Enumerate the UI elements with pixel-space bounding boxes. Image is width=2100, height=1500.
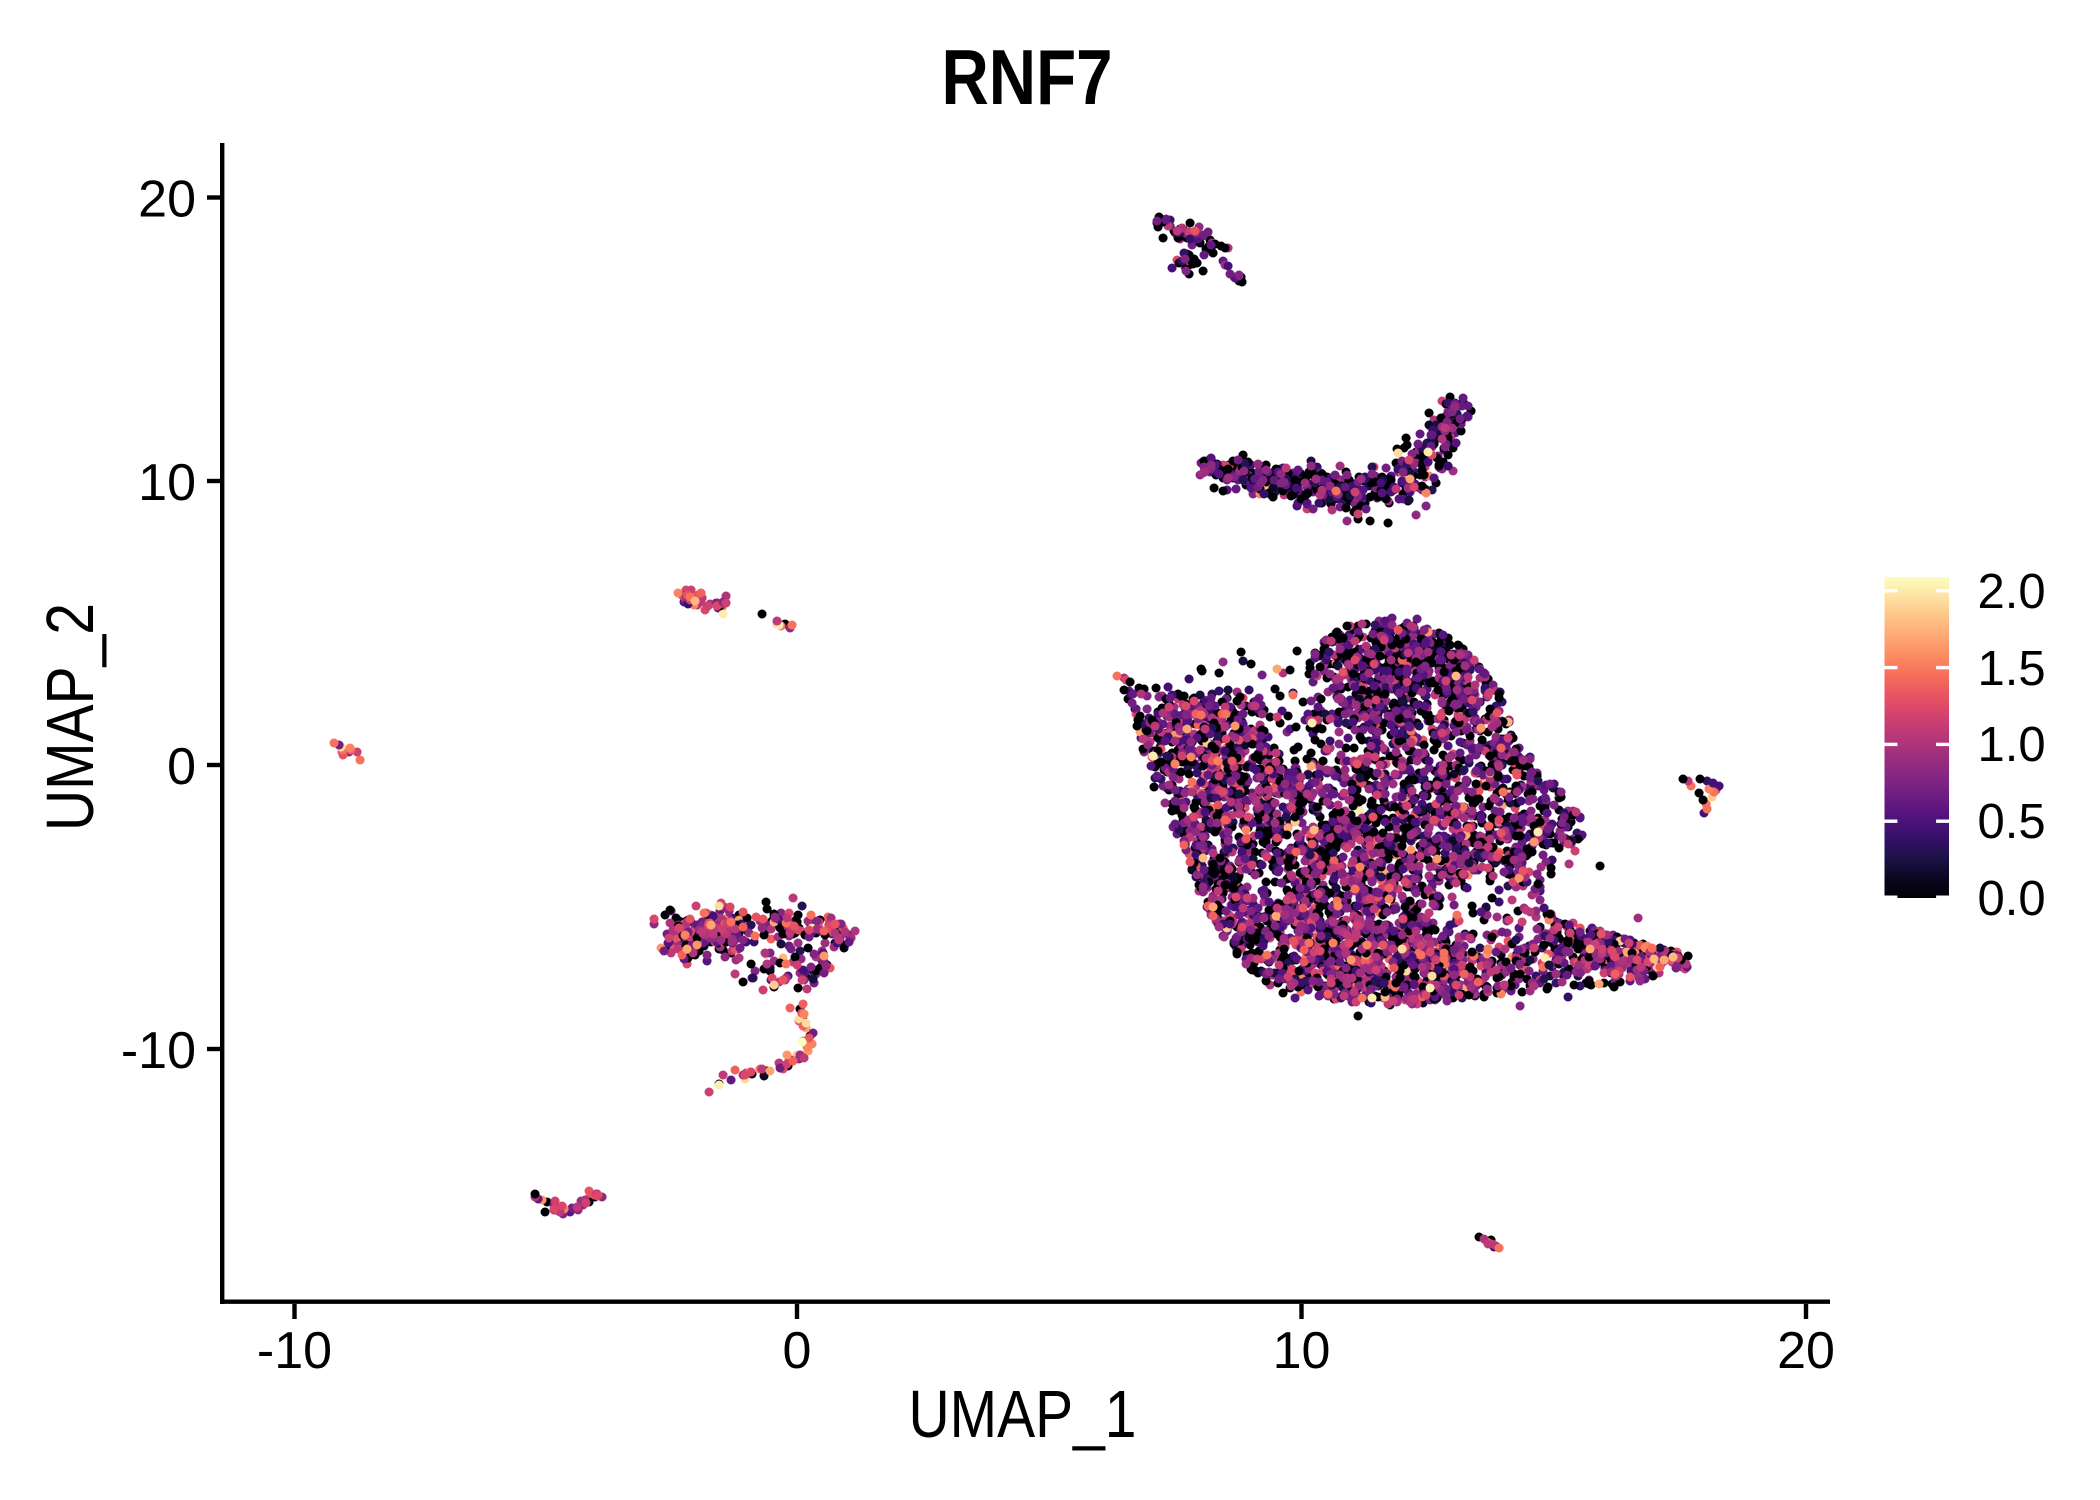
svg-text:UMAP_1: UMAP_1 [909,1377,1137,1452]
svg-text:10: 10 [1273,1322,1331,1380]
svg-text:RNF7: RNF7 [942,33,1113,121]
svg-text:0.0: 0.0 [1978,872,2046,926]
svg-text:1.5: 1.5 [1978,642,2046,696]
svg-text:0: 0 [167,738,196,796]
svg-text:20: 20 [1777,1322,1835,1380]
svg-text:UMAP_2: UMAP_2 [33,603,108,831]
svg-text:0: 0 [783,1322,812,1380]
svg-text:1.0: 1.0 [1978,718,2046,772]
svg-text:2.0: 2.0 [1978,565,2046,619]
svg-text:20: 20 [138,171,196,229]
svg-text:-10: -10 [121,1022,196,1080]
svg-text:10: 10 [138,454,196,512]
svg-text:0.5: 0.5 [1978,795,2046,849]
svg-text:-10: -10 [257,1322,332,1380]
